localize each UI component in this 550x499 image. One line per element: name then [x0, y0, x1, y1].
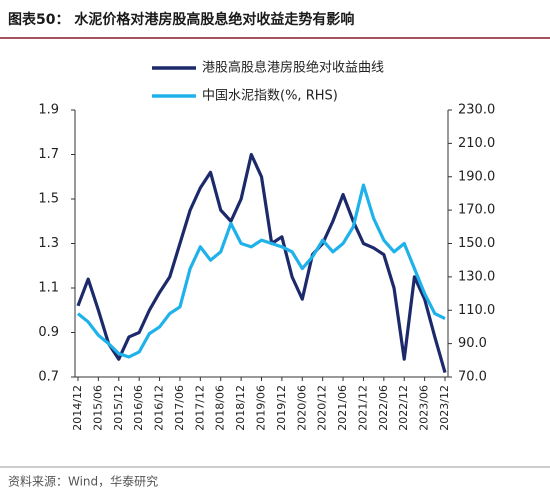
y-tick-label: 0.7	[38, 370, 59, 385]
source: 资料来源：Wind，华泰研究	[8, 474, 158, 489]
x-tick-label: 2016/12	[153, 385, 166, 431]
y2-tick-label: 230.0	[458, 103, 495, 118]
x-tick-label: 2021/06	[336, 385, 349, 431]
series-line	[76, 152, 447, 373]
y2-tick-label: 190.0	[458, 169, 495, 184]
legend-label: 中国水泥指数(%, RHS)	[202, 89, 338, 104]
x-tick-label: 2019/06	[255, 385, 268, 431]
y2-tick-label: 210.0	[458, 136, 495, 151]
y2-tick-label: 170.0	[458, 203, 495, 218]
y-tick-label: 1.3	[38, 236, 59, 251]
x-tick-label: 2015/06	[91, 385, 104, 431]
x-tick-label: 2021/12	[356, 385, 369, 431]
y2-tick-label: 130.0	[458, 269, 495, 284]
x-tick-label: 2022/06	[377, 385, 390, 431]
x-tick-label: 2016/06	[132, 385, 145, 431]
x-tick-label: 2022/12	[397, 385, 410, 431]
y2-tick-label: 110.0	[458, 303, 495, 318]
x-tick-label: 2019/12	[275, 385, 288, 431]
x-tick-label: 2020/06	[295, 385, 308, 431]
y2-tick-label: 90.0	[458, 336, 487, 351]
y2-tick-label: 70.0	[458, 370, 487, 385]
y-tick-label: 1.7	[38, 147, 59, 162]
y-tick-label: 1.1	[38, 281, 59, 296]
series-line	[76, 183, 446, 359]
x-tick-label: 2017/06	[173, 385, 186, 431]
x-tick-label: 2018/12	[234, 385, 247, 431]
x-tick-label: 2023/12	[438, 385, 451, 431]
x-tick-label: 2023/06	[418, 385, 431, 431]
y-tick-label: 1.9	[38, 103, 59, 118]
y-tick-label: 1.5	[38, 192, 59, 207]
x-tick-label: 2014/12	[71, 385, 84, 431]
x-tick-label: 2017/12	[193, 385, 206, 431]
x-tick-label: 2020/12	[316, 385, 329, 431]
x-tick-label: 2015/12	[112, 385, 125, 431]
x-tick-label: 2018/06	[214, 385, 227, 431]
legend-label: 港股高股息港房股绝对收益曲线	[202, 60, 384, 76]
chart-title: 图表50： 水泥价格对港房股高股息绝对收益走势有影响	[8, 11, 354, 28]
y-tick-label: 0.9	[38, 325, 59, 340]
y2-tick-label: 150.0	[458, 236, 495, 251]
